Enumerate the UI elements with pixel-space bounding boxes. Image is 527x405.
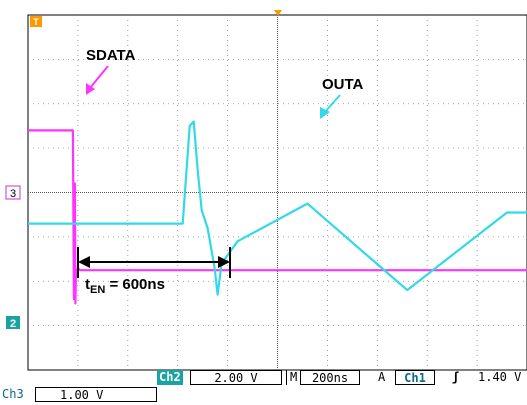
- sdata-label: SDATA: [86, 47, 136, 64]
- graticule: [28, 15, 527, 370]
- timebase-label: M: [286, 370, 300, 385]
- trigger-slope-icon: ʃ: [452, 370, 460, 384]
- ch3-scale[interactable]: 1.00 V: [35, 387, 157, 402]
- trigger-marker: T: [30, 16, 42, 27]
- trigger-position-marker: [274, 10, 282, 16]
- ch2-label[interactable]: Ch2: [157, 370, 183, 385]
- ch2-ref-label: 2: [10, 318, 16, 330]
- outa-arrow: [320, 94, 341, 119]
- trigger-marker-label: T: [33, 17, 39, 27]
- trigger-mode: A: [378, 370, 386, 384]
- ch3-label[interactable]: Ch3: [2, 387, 24, 401]
- plot-border: [27, 14, 527, 371]
- sdata-arrow: [86, 65, 109, 95]
- ch2-scale[interactable]: 2.00 V: [190, 370, 282, 385]
- trigger-source[interactable]: Ch1: [395, 370, 435, 385]
- outa-label: OUTA: [322, 76, 364, 93]
- trigger-level[interactable]: 1.40 V: [478, 370, 522, 384]
- ch2-ref-marker: 2: [6, 316, 20, 330]
- ch3-ref-label: 3: [10, 188, 16, 200]
- ten-measurement: [77, 247, 231, 278]
- trace-outa: [28, 120, 527, 296]
- ch3-ref-marker: 3: [5, 185, 21, 200]
- ten-label: tEN = 600ns: [85, 276, 165, 296]
- timebase-value[interactable]: 200ns: [300, 370, 360, 385]
